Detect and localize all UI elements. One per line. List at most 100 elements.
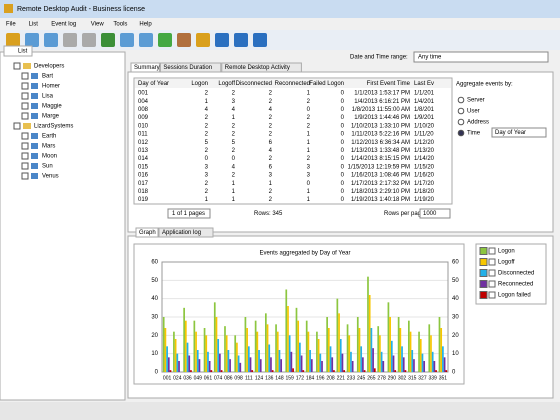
legend-swatch[interactable] — [479, 280, 488, 288]
checkbox[interactable] — [21, 152, 29, 160]
menu-item[interactable]: Event log — [51, 22, 76, 28]
checkbox[interactable] — [21, 172, 29, 180]
tab[interactable] — [3, 45, 33, 57]
aggregate-label: Aggregate events by: — [456, 82, 513, 88]
tab[interactable] — [135, 227, 159, 238]
item-name[interactable]: Moon — [42, 154, 57, 160]
toolbar-button[interactable] — [196, 33, 210, 47]
checkbox[interactable] — [21, 132, 29, 140]
toolbar-button[interactable] — [253, 33, 267, 47]
toolbar-button[interactable] — [139, 33, 153, 47]
toolbar-button[interactable] — [120, 33, 134, 47]
radio-label[interactable]: Server — [467, 98, 485, 104]
checkbox[interactable] — [13, 122, 21, 130]
tab-label[interactable]: Summary — [134, 65, 160, 71]
toolbar-button[interactable] — [158, 33, 172, 47]
column-header[interactable]: Failed Logon — [309, 81, 344, 87]
radio-label[interactable]: Address — [467, 120, 489, 126]
legend-swatch[interactable] — [479, 291, 488, 299]
checkbox[interactable] — [21, 92, 29, 100]
column-header[interactable]: Day of Year — [138, 81, 169, 87]
toolbar-button[interactable] — [215, 33, 229, 47]
legend-swatch[interactable] — [479, 247, 488, 255]
bar — [319, 353, 322, 372]
bar — [404, 370, 407, 372]
legend-swatch[interactable] — [479, 258, 488, 266]
menu-item[interactable]: Help — [139, 22, 152, 28]
item-name[interactable]: Sun — [42, 164, 53, 170]
column-header[interactable]: Logon — [191, 81, 208, 87]
checkbox[interactable] — [21, 162, 29, 170]
group-name[interactable]: LizardSystems — [34, 124, 73, 130]
tab-label[interactable]: List — [18, 49, 28, 55]
item-name[interactable]: Homer — [42, 84, 60, 90]
item-name[interactable]: Marge — [42, 114, 60, 120]
tab[interactable] — [221, 62, 302, 73]
legend-check[interactable] — [488, 269, 496, 277]
column-header[interactable]: Last Ev — [414, 81, 434, 87]
legend-label[interactable]: Reconnected — [498, 282, 533, 288]
radio-label[interactable]: User — [467, 109, 480, 115]
radio-label[interactable]: Time — [467, 131, 481, 137]
radio[interactable] — [457, 96, 465, 104]
bar — [411, 350, 414, 372]
tab[interactable] — [159, 62, 222, 73]
range-value[interactable]: Any time — [418, 55, 442, 61]
item-name[interactable]: Mars — [42, 144, 55, 150]
rows-per-page[interactable]: 1000 — [423, 211, 437, 217]
toolbar-button[interactable] — [25, 33, 39, 47]
toolbar-button[interactable] — [177, 33, 191, 47]
checkbox[interactable] — [21, 82, 29, 90]
legend-swatch[interactable] — [479, 269, 488, 277]
item-name[interactable]: Earth — [42, 134, 56, 140]
range-select[interactable] — [413, 51, 549, 63]
item-name[interactable]: Bart — [42, 74, 53, 80]
menu-item[interactable]: View — [91, 22, 105, 28]
group-name[interactable]: Developers — [34, 64, 64, 70]
legend-label[interactable]: Logon failed — [498, 293, 531, 299]
toolbar-button[interactable] — [44, 33, 58, 47]
bar — [338, 313, 340, 372]
menu-item[interactable]: Tools — [113, 22, 127, 28]
legend-check[interactable] — [488, 280, 496, 288]
toolbar-button[interactable] — [63, 33, 77, 47]
column-header[interactable]: Reconnected — [275, 81, 310, 87]
item-name[interactable]: Lisa — [42, 94, 54, 100]
radio[interactable] — [457, 107, 465, 115]
menu-item[interactable]: List — [29, 22, 39, 28]
legend-label[interactable]: Logoff — [498, 260, 515, 266]
checkbox[interactable] — [13, 62, 21, 70]
bar — [370, 328, 373, 372]
item-name[interactable]: Venus — [42, 174, 59, 180]
toolbar-button[interactable] — [234, 33, 248, 47]
menu-item[interactable]: File — [6, 22, 16, 28]
time-unit[interactable]: Day of Year — [495, 130, 526, 136]
column-header[interactable]: Disconnected — [236, 81, 272, 87]
checkbox[interactable] — [21, 72, 29, 80]
checkbox[interactable] — [21, 142, 29, 150]
legend-label[interactable]: Logon — [498, 249, 515, 255]
tab-label[interactable]: Sessions Duration — [163, 65, 212, 71]
tab[interactable] — [130, 62, 160, 73]
toolbar-button[interactable] — [82, 33, 96, 47]
legend-check[interactable] — [488, 291, 496, 299]
checkbox[interactable] — [21, 112, 29, 120]
time-select[interactable] — [491, 127, 547, 138]
tab-label[interactable]: Remote Desktop Activity — [225, 65, 290, 71]
legend-check[interactable] — [488, 258, 496, 266]
rows-select[interactable] — [419, 208, 451, 219]
toolbar-button[interactable] — [6, 33, 20, 47]
radio[interactable] — [457, 118, 465, 126]
column-header[interactable]: Logoff — [218, 81, 235, 87]
checkbox[interactable] — [21, 102, 29, 110]
tab[interactable] — [158, 227, 214, 238]
toolbar-button[interactable] — [101, 33, 115, 47]
item-name[interactable]: Maggie — [42, 104, 62, 110]
legend-check[interactable] — [488, 247, 496, 255]
tab-label[interactable]: Application log — [162, 230, 201, 236]
column-header[interactable]: First Event Time — [367, 81, 411, 87]
tab-label[interactable]: Graph — [139, 230, 156, 236]
table-cell: 1/8/2013 11:55:00 AM — [352, 107, 410, 113]
legend-label[interactable]: Disconnected — [498, 271, 534, 277]
radio[interactable] — [457, 129, 465, 137]
